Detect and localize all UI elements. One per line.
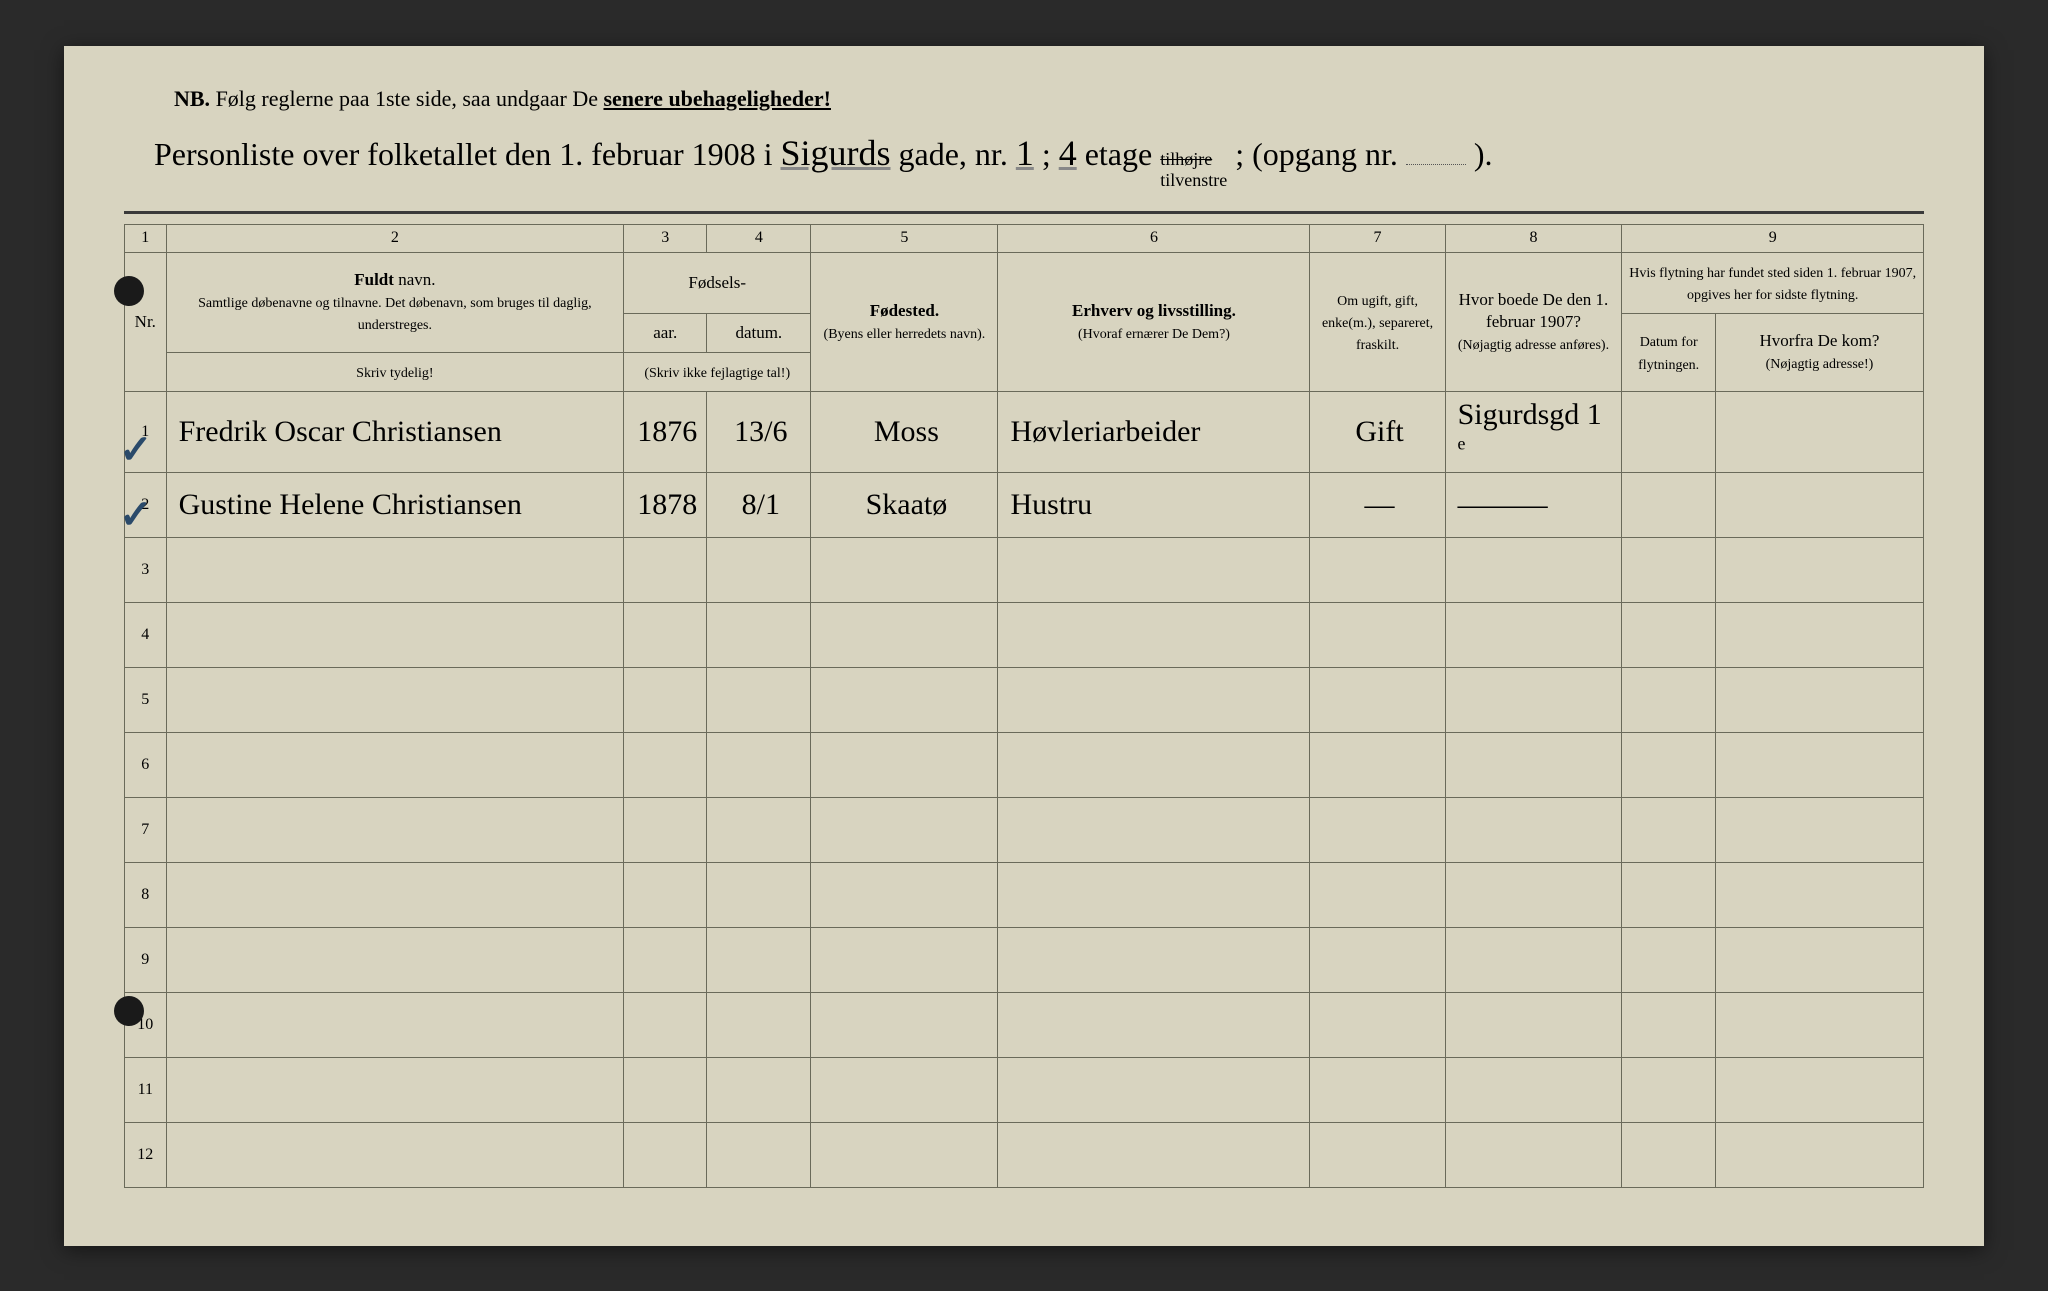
header-place: Fødested. (Byens eller herredets navn).	[811, 252, 998, 392]
cell-name: Gustine Helene Christiansen	[166, 473, 624, 538]
cell-date: 13/6	[707, 392, 811, 473]
cell-date: 8/1	[707, 473, 811, 538]
header-marital: Om ugift, gift, enke(m.), separeret, fra…	[1310, 252, 1445, 392]
data-row: 2 Gustine Helene Christiansen 1878 8/1 S…	[125, 473, 1924, 538]
empty-row: 6	[125, 733, 1924, 798]
colnum-1: 1	[125, 224, 167, 252]
header-occupation: Erhverv og livsstilling. (Hvoraf ernærer…	[998, 252, 1310, 392]
row-nr: 6	[125, 733, 167, 798]
empty-row: 7	[125, 798, 1924, 863]
empty-row: 3	[125, 538, 1924, 603]
punch-hole-top	[114, 276, 144, 306]
table-body: 1 Fredrik Oscar Christiansen 1876 13/6 M…	[125, 392, 1924, 1188]
empty-row: 5	[125, 668, 1924, 733]
title-gade: gade, nr.	[899, 136, 1008, 173]
header-name: Fuldt navn. Samtlige døbenavne og tilnav…	[166, 252, 624, 352]
header-row-1: Nr. Fuldt navn. Samtlige døbenavne og ti…	[125, 252, 1924, 313]
cell-marital: —	[1310, 473, 1445, 538]
title-divider	[124, 211, 1924, 214]
data-row: 1 Fredrik Oscar Christiansen 1876 13/6 M…	[125, 392, 1924, 473]
side-options: tilhøjre tilvenstre	[1160, 149, 1227, 191]
colnum-2: 2	[166, 224, 624, 252]
check-mark-1: ✓	[119, 426, 153, 473]
cell-year: 1876	[624, 392, 707, 473]
header-name-note: Skriv tydelig!	[166, 352, 624, 391]
row-nr: 12	[125, 1123, 167, 1188]
colnum-5: 5	[811, 224, 998, 252]
cell-name: Fredrik Oscar Christiansen	[166, 392, 624, 473]
header-birth-note: (Skriv ikke fejlagtige tal!)	[624, 352, 811, 391]
colnum-6: 6	[998, 224, 1310, 252]
floor-handwritten: 4	[1059, 132, 1077, 174]
colnum-3: 3	[624, 224, 707, 252]
cell-occupation: Høvleriarbeider	[998, 392, 1310, 473]
header-movedate: Datum for flytningen.	[1622, 313, 1716, 391]
row-nr: 11	[125, 1058, 167, 1123]
cell-year: 1878	[624, 473, 707, 538]
empty-row: 9	[125, 928, 1924, 993]
header-prev-addr: Hvor boede De den 1. februar 1907? (Nøja…	[1445, 252, 1622, 392]
check-mark-2: ✓	[119, 491, 153, 538]
empty-row: 11	[125, 1058, 1924, 1123]
nb-prefix: NB.	[174, 86, 210, 111]
title-etage: etage	[1085, 136, 1153, 173]
cell-prev: ———	[1445, 473, 1622, 538]
title-end: ).	[1474, 136, 1493, 173]
tilhojre-struck: tilhøjre	[1160, 149, 1212, 169]
colnum-9: 9	[1622, 224, 1924, 252]
cell-place: Moss	[811, 392, 998, 473]
column-number-row: 1 2 3 4 5 6 7 8 9	[125, 224, 1924, 252]
cell-movedate	[1622, 392, 1716, 473]
nb-text: Følg reglerne paa 1ste side, saa undgaar…	[216, 86, 598, 111]
header-move: Hvis flytning har fundet sted siden 1. f…	[1622, 252, 1924, 313]
census-form-page: NB. Følg reglerne paa 1ste side, saa und…	[64, 46, 1984, 1246]
nb-bold: senere ubehageligheder!	[603, 86, 831, 111]
cell-prev: Sigurdsgd 1 ᵉ	[1445, 392, 1622, 473]
header-birth: Fødsels-	[624, 252, 811, 313]
empty-row: 12	[125, 1123, 1924, 1188]
row-nr: 8	[125, 863, 167, 928]
cell-place: Skaatø	[811, 473, 998, 538]
colnum-4: 4	[707, 224, 811, 252]
colnum-8: 8	[1445, 224, 1622, 252]
cell-occupation: Hustru	[998, 473, 1310, 538]
cell-movedate	[1622, 473, 1716, 538]
empty-row: 10	[125, 993, 1924, 1058]
house-nr-handwritten: 1	[1016, 132, 1034, 174]
cell-marital: Gift	[1310, 392, 1445, 473]
row-nr: 4	[125, 603, 167, 668]
cell-movefrom	[1715, 392, 1923, 473]
empty-row: 4	[125, 603, 1924, 668]
header-movefrom: Hvorfra De kom? (Nøjagtig adresse!)	[1715, 313, 1923, 391]
header-date: datum.	[707, 313, 811, 352]
row-nr: 7	[125, 798, 167, 863]
census-table: 1 2 3 4 5 6 7 8 9 Nr. Fuldt navn. Samtli…	[124, 224, 1924, 1189]
title-semi: ;	[1042, 136, 1051, 173]
title-opgang: ; (opgang nr.	[1235, 136, 1398, 173]
form-title-line: Personliste over folketallet den 1. febr…	[124, 132, 1924, 191]
empty-row: 8	[125, 863, 1924, 928]
row-nr: 3	[125, 538, 167, 603]
cell-movefrom	[1715, 473, 1923, 538]
colnum-7: 7	[1310, 224, 1445, 252]
row-nr: 5	[125, 668, 167, 733]
street-name-handwritten: Sigurds	[780, 132, 890, 174]
header-year: aar.	[624, 313, 707, 352]
title-part1: Personliste over folketallet den 1. febr…	[154, 136, 772, 173]
punch-hole-bottom	[114, 996, 144, 1026]
opgang-blank	[1406, 164, 1466, 165]
nb-instruction-line: NB. Følg reglerne paa 1ste side, saa und…	[124, 86, 1924, 112]
header-nr: Nr.	[125, 252, 167, 392]
tilvenstre: tilvenstre	[1160, 170, 1227, 190]
row-nr: 9	[125, 928, 167, 993]
